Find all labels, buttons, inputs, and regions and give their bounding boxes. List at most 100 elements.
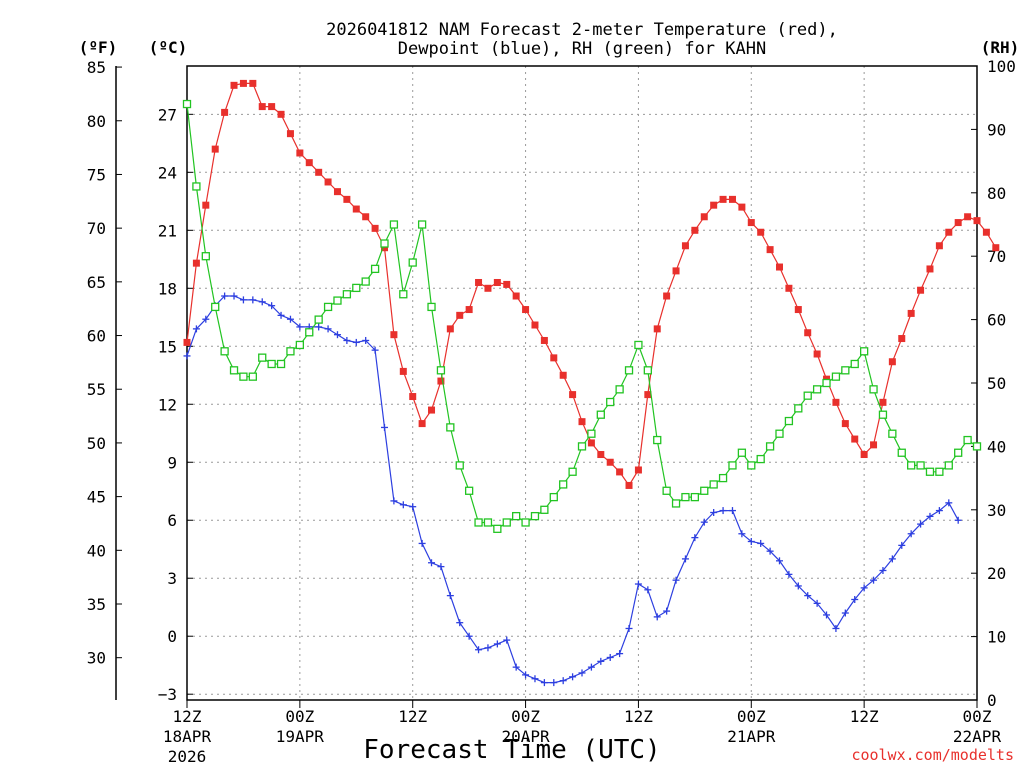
temperature-point	[879, 398, 887, 406]
rh-point	[606, 397, 615, 407]
dewpoint-point	[917, 520, 925, 528]
dewpoint-point	[888, 555, 896, 563]
fahrenheit-tick-label: 40	[87, 541, 106, 560]
x-tick-label: 00Z	[511, 707, 540, 726]
temperature-point	[860, 451, 868, 459]
chart-title-line1: 2026041812 NAM Forecast 2-meter Temperat…	[326, 20, 838, 40]
temperature-point	[616, 468, 624, 476]
temperature-point	[343, 195, 351, 203]
celsius-tick-label: 0	[167, 627, 177, 646]
dewpoint-point	[776, 557, 783, 565]
x-tick-label: 00Z	[737, 707, 766, 726]
rh-point	[220, 347, 229, 356]
temperature-point	[352, 205, 360, 213]
rh-point	[211, 302, 220, 312]
rh-point	[483, 518, 493, 527]
dewpoint-point	[192, 325, 200, 333]
grid-lines	[186, 66, 978, 700]
dewpoint-point	[296, 323, 304, 331]
dewpoint-point	[785, 570, 793, 578]
rh-point	[493, 524, 502, 533]
dewpoint-point	[663, 607, 671, 615]
temperature-point	[766, 246, 774, 254]
rh-point	[859, 347, 869, 356]
celsius-tick-label: 9	[167, 453, 177, 472]
dewpoint-point	[315, 323, 323, 331]
temperature-point	[540, 336, 548, 344]
dewpoint-point	[390, 497, 398, 505]
temperature-point	[625, 481, 633, 489]
temperature-point	[841, 420, 849, 428]
dewpoint-point	[559, 677, 567, 685]
dewpoint-point	[794, 582, 802, 590]
temperature-point	[230, 81, 238, 89]
rh-point	[624, 366, 634, 375]
rh-tick-label: 20	[987, 564, 1006, 583]
rh-point	[907, 461, 916, 470]
temperature-point	[644, 391, 652, 399]
temperature-point	[672, 267, 680, 275]
dewpoint-point	[333, 331, 341, 339]
temperature-point	[493, 278, 501, 286]
dewpoint-point	[531, 675, 539, 683]
dewpoint-point	[672, 576, 680, 584]
x-axis-title: Forecast Time (UTC)	[363, 735, 660, 765]
dewpoint-point	[757, 539, 765, 547]
series-dewpoint	[183, 292, 962, 687]
dewpoint-point	[606, 653, 614, 661]
dewpoint-point	[926, 512, 934, 520]
rh-point	[512, 511, 521, 521]
x-tick-date: 20APR	[501, 727, 550, 746]
rh-tick-label: 30	[987, 501, 1006, 520]
temperature-point	[484, 284, 492, 292]
rh-tick-label: 50	[987, 374, 1006, 393]
temperature-point	[512, 292, 520, 300]
x-tick-date: 21APR	[727, 727, 776, 746]
dewpoint-point	[484, 644, 492, 652]
rh-point	[784, 416, 794, 426]
rh-point	[352, 283, 361, 293]
rh-point	[417, 220, 427, 229]
temperature-point	[437, 377, 445, 385]
temperature-point	[522, 306, 530, 314]
rh-point	[267, 359, 276, 369]
rh-point	[822, 378, 831, 388]
dewpoint-point	[522, 671, 530, 679]
dewpoint-point	[249, 296, 257, 304]
rh-point	[634, 340, 643, 350]
temperature-point	[578, 418, 586, 426]
temperature-point	[776, 263, 783, 271]
dewpoint-point	[399, 501, 407, 509]
temperature-point	[832, 398, 840, 406]
rh-point	[831, 372, 841, 381]
temperature-point	[409, 393, 417, 401]
rh-point	[502, 518, 511, 527]
rh-point	[653, 435, 662, 445]
celsius-tick-label: 12	[158, 395, 177, 414]
dewpoint-point	[653, 613, 661, 621]
fahrenheit-tick-label: 35	[87, 595, 106, 614]
x-tick-year: 2026	[168, 747, 207, 766]
fahrenheit-tick-label: 55	[87, 380, 106, 399]
rh-point	[521, 518, 530, 527]
dewpoint-point	[766, 547, 774, 555]
dewpoint-point	[324, 325, 332, 333]
temperature-point	[371, 224, 379, 232]
rh-point	[756, 454, 765, 464]
x-tick-label: 12Z	[624, 707, 653, 726]
rh-point	[305, 328, 314, 337]
plot-frame	[186, 65, 978, 701]
temperature-point	[992, 244, 1000, 252]
dewpoint-point	[738, 530, 746, 538]
temperature-point	[606, 458, 614, 466]
rh-point	[794, 404, 803, 413]
dewpoint-point	[616, 650, 624, 658]
dewpoint-point	[202, 315, 210, 323]
rh-point	[474, 518, 483, 527]
rh-tick-label: 80	[987, 184, 1006, 203]
dewpoint-point	[625, 624, 633, 632]
temperature-point	[851, 435, 859, 443]
dewpoint-point	[710, 509, 718, 517]
rh-point	[201, 252, 210, 261]
